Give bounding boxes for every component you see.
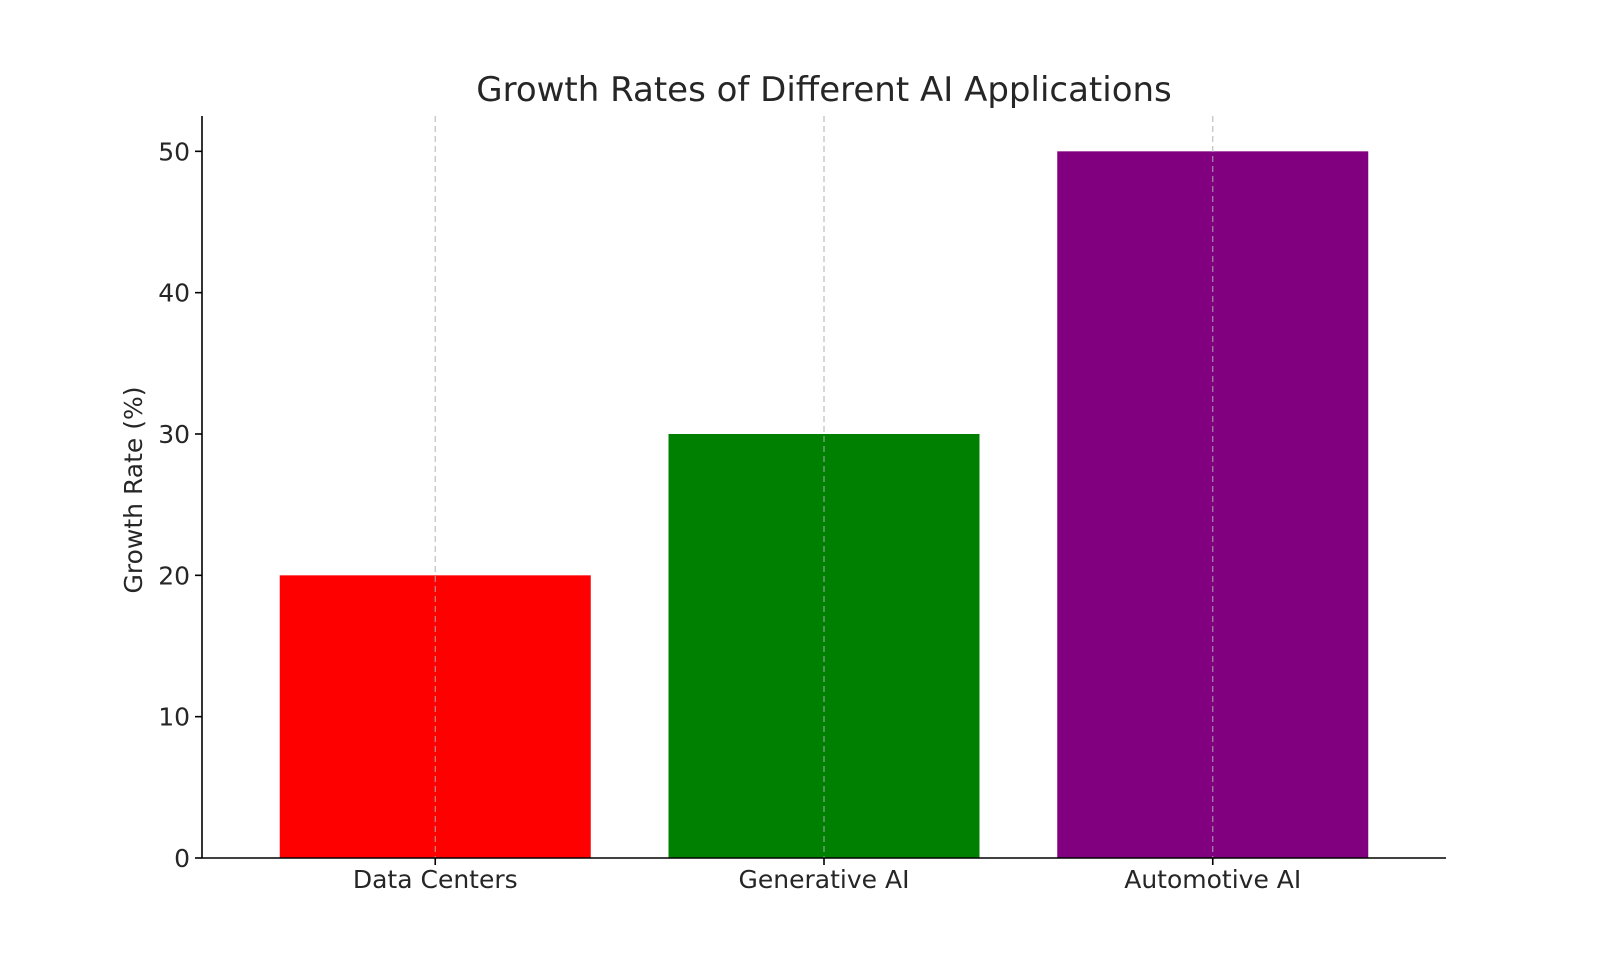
grid-over-layer <box>434 116 1214 858</box>
y-tick-label: 20 <box>158 561 190 590</box>
x-tick-label: Generative AI <box>739 865 910 894</box>
x-tick-label: Automotive AI <box>1124 865 1301 894</box>
y-tick-label: 50 <box>158 137 190 166</box>
y-tick-label: 30 <box>158 420 190 449</box>
x-tick-label: Data Centers <box>353 865 518 894</box>
y-axis-label: Growth Rate (%) <box>119 387 148 594</box>
y-tick-label: 10 <box>158 703 190 732</box>
y-tick-label: 40 <box>158 279 190 308</box>
chart-title: Growth Rates of Different AI Application… <box>476 70 1172 110</box>
ticks-layer: 0 10 20 30 40 50 Data Centers Generative AI Auto… <box>158 137 1301 894</box>
y-tick-label: 0 <box>174 844 190 873</box>
